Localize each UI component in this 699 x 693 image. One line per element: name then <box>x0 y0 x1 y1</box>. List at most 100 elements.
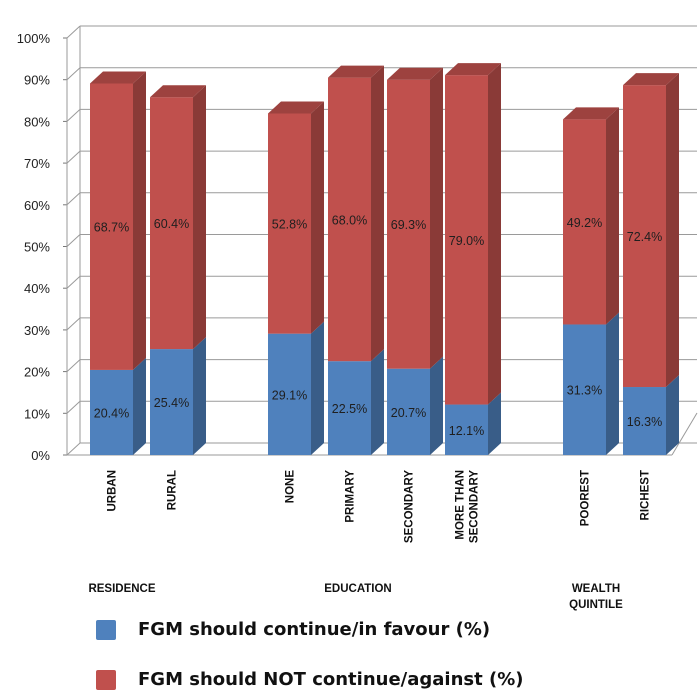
data-label: 12.1% <box>449 424 484 438</box>
category-label-line: SECONDARY <box>469 470 481 543</box>
data-label: 72.4% <box>627 230 662 244</box>
gridline-depth <box>66 442 81 456</box>
group-label: WEALTH <box>572 583 620 595</box>
legend-swatch-against <box>96 669 116 690</box>
category-label-line: URBAN <box>107 470 119 512</box>
category-label: MORE THAN SECONDARY <box>455 470 481 543</box>
category-label-line: MORE THAN <box>455 470 467 540</box>
data-label: 68.0% <box>332 213 367 227</box>
bar-segment <box>445 75 488 405</box>
bar-side-face <box>666 73 679 388</box>
legend-label-in-favour: FGM should continue/in favour (%) <box>138 619 491 640</box>
gridline-depth <box>66 192 81 206</box>
bar-side-face <box>430 356 443 455</box>
bar-segment <box>150 97 193 350</box>
bar-segment <box>445 404 488 455</box>
y-tick-label: 70% <box>24 156 50 171</box>
bar-side-face <box>488 63 501 405</box>
bar-top-face <box>90 71 146 84</box>
bar-side-face <box>606 107 619 325</box>
y-tick-label: 0% <box>31 448 50 463</box>
floor-right-edge <box>671 412 698 456</box>
data-label: 25.4% <box>154 396 189 410</box>
bar-top-face <box>563 107 619 120</box>
bar-side-face <box>488 392 501 455</box>
y-tick-label: 90% <box>24 73 50 88</box>
bar-segment <box>150 349 193 455</box>
bar-segment <box>268 333 311 455</box>
y-tick-label: 50% <box>24 240 50 255</box>
category-label: POOREST <box>580 470 592 526</box>
bar-side-face <box>311 101 324 334</box>
category-label: NONE <box>285 470 297 504</box>
bar-side-face <box>133 71 146 370</box>
gridline-depth <box>66 317 81 331</box>
group-label: RESIDENCE <box>88 583 155 595</box>
bar-side-face <box>371 349 384 455</box>
data-label: 49.2% <box>567 216 602 230</box>
data-label: 69.3% <box>391 218 426 232</box>
gridline-depth <box>66 359 81 372</box>
y-tick-label: 80% <box>24 114 50 129</box>
bar-segment <box>328 361 371 455</box>
gridline-depth <box>66 67 81 81</box>
category-label-line: SECONDARY <box>404 470 416 543</box>
bar-top-face <box>150 85 206 98</box>
data-label: 29.1% <box>272 388 307 402</box>
bar-segment <box>623 85 666 388</box>
bar-segment <box>268 113 311 334</box>
bar-segment <box>90 369 133 455</box>
bar-side-face <box>133 357 146 455</box>
y-tick-label: 40% <box>24 281 50 296</box>
bar-top-face <box>387 67 443 80</box>
bar-segment <box>623 387 666 455</box>
bar-top-face <box>328 65 384 78</box>
bar-segment <box>90 83 133 370</box>
legend-item-against: FGM should NOT continue/against (%) <box>96 669 523 690</box>
category-label: RURAL <box>167 470 179 510</box>
category-label-line: RICHEST <box>640 470 652 520</box>
category-label: RICHEST <box>640 470 652 520</box>
category-label-line: RURAL <box>167 470 179 510</box>
bar-side-face <box>371 65 384 362</box>
group-label: EDUCATION <box>324 583 392 595</box>
bar-top-face <box>445 63 501 76</box>
data-label: 22.5% <box>332 402 367 416</box>
legend-item-in-favour: FGM should continue/in favour (%) <box>96 619 490 640</box>
bar-top-face <box>623 73 679 86</box>
category-label-line: POOREST <box>580 470 592 526</box>
legend-label-against: FGM should NOT continue/against (%) <box>138 669 524 690</box>
gridline-depth <box>66 150 81 164</box>
bar-segment <box>387 79 430 369</box>
data-label: 68.7% <box>94 221 129 235</box>
bar-side-face <box>311 321 324 455</box>
bar-side-face <box>606 312 619 455</box>
bar-segment <box>387 368 430 455</box>
gridline-depth <box>66 234 81 247</box>
bar-segment <box>563 119 606 325</box>
data-label: 52.8% <box>272 218 307 232</box>
bar-side-face <box>193 85 206 350</box>
data-label: 31.3% <box>567 384 602 398</box>
bar-segment <box>563 324 606 455</box>
bar-segment <box>328 77 371 362</box>
gridline-depth <box>66 275 81 289</box>
bar-top-face <box>268 101 324 114</box>
category-label: URBAN <box>107 470 119 512</box>
y-tick-label: 100% <box>17 31 51 46</box>
data-label: 60.4% <box>154 217 189 231</box>
data-label: 79.0% <box>449 234 484 248</box>
category-label: PRIMARY <box>345 470 357 523</box>
gridline-depth <box>66 109 81 122</box>
data-label: 20.7% <box>391 406 426 420</box>
category-label-line: PRIMARY <box>345 470 357 523</box>
data-label: 16.3% <box>627 415 662 429</box>
group-label: QUINTILE <box>569 599 623 611</box>
category-label: SECONDARY <box>404 470 416 543</box>
y-tick-label: 20% <box>24 365 50 380</box>
bar-side-face <box>666 375 679 455</box>
y-tick-label: 30% <box>24 323 50 338</box>
y-tick-label: 10% <box>24 406 50 421</box>
legend-swatch-in-favour <box>96 619 116 640</box>
